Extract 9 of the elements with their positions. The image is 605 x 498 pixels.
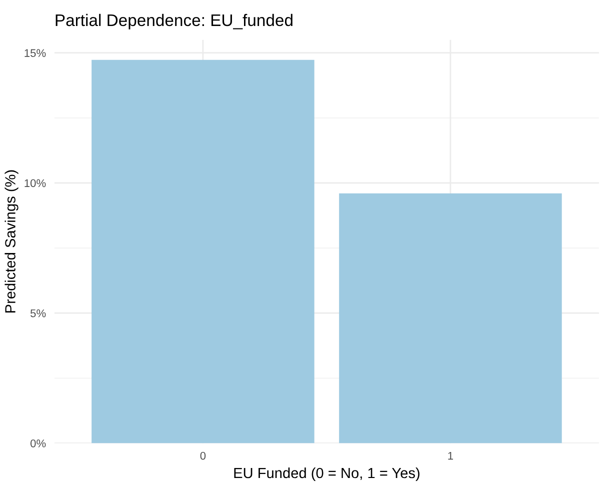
y-tick-label: 0% <box>30 439 46 448</box>
y-tick-label: 5% <box>30 309 46 318</box>
y-axis-title: Predicted Savings (%) <box>4 170 18 312</box>
x-tick-label: 0 <box>200 452 206 460</box>
x-axis-title: EU Funded (0 = No, 1 = Yes) <box>234 467 420 482</box>
chart-title: Partial Dependence: EU_funded <box>56 14 292 30</box>
x-tick-label: 1 <box>448 452 453 460</box>
y-tick-label: 10% <box>24 179 46 188</box>
y-tick-label: 15% <box>24 49 46 57</box>
